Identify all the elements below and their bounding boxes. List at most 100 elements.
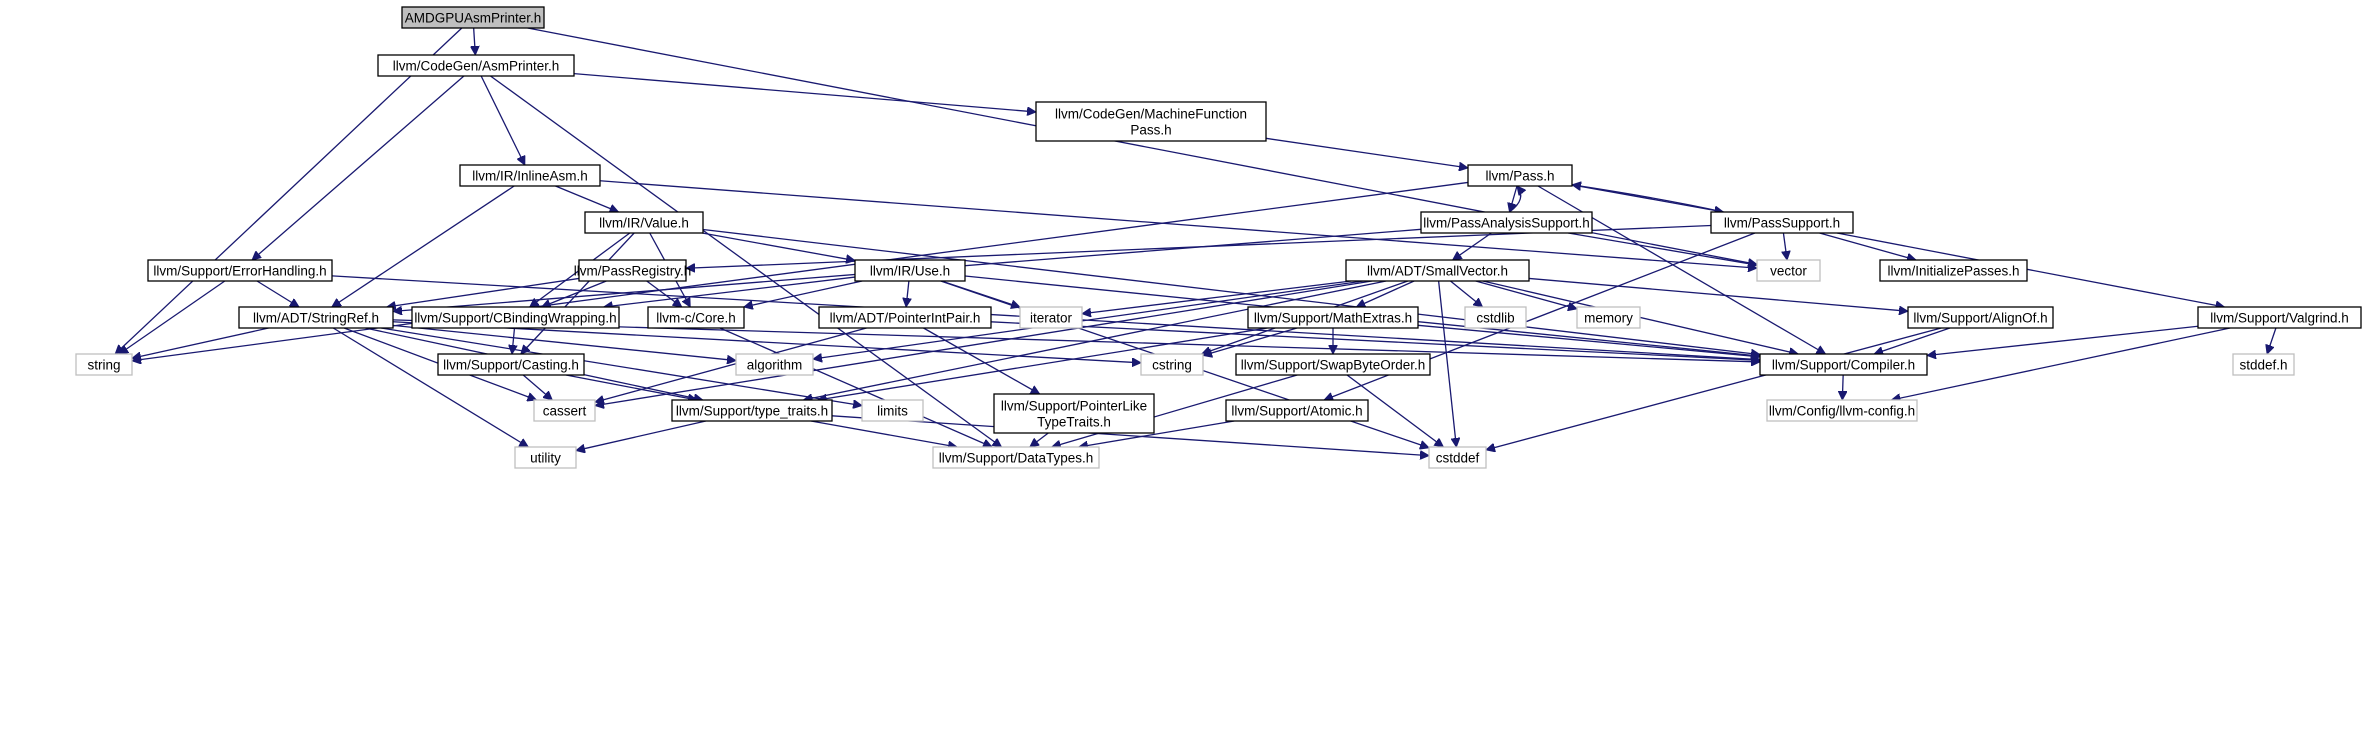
- node-typetraits-box: [671, 399, 833, 422]
- node-mfp-box: [1035, 101, 1267, 142]
- edge-swapbyteorder-to-cstddef: [1346, 374, 1443, 447]
- node-casting[interactable]: llvm/Support/Casting.h: [437, 353, 585, 376]
- node-valgrind[interactable]: llvm/Support/Valgrind.h: [2197, 306, 2362, 329]
- node-utility-box: [514, 446, 577, 469]
- node-use[interactable]: llvm/IR/Use.h: [854, 259, 966, 282]
- node-swapbyteorder[interactable]: llvm/Support/SwapByteOrder.h: [1235, 353, 1431, 376]
- node-cbinding[interactable]: llvm/Support/CBindingWrapping.h: [411, 306, 620, 329]
- edge-typetraits-to-datatypes: [810, 420, 957, 447]
- node-stringref-label: llvm/ADT/StringRef.h: [253, 311, 379, 326]
- node-value-label-line: llvm/IR/Value.h: [599, 216, 689, 231]
- edge-smallvector-to-memory: [1475, 280, 1577, 309]
- node-cstring: cstring: [1140, 353, 1204, 376]
- node-pass[interactable]: llvm/Pass.h: [1467, 164, 1573, 187]
- node-value-box: [584, 211, 704, 234]
- node-mfp-label: llvm/CodeGen/MachineFunction Pass.h: [1055, 107, 1247, 138]
- node-alignof[interactable]: llvm/Support/AlignOf.h: [1907, 306, 2054, 329]
- node-stringref[interactable]: llvm/ADT/StringRef.h: [238, 306, 394, 329]
- edge-smallvector-to-alignof: [1528, 277, 1908, 311]
- edge-mfp-to-pass: [1265, 137, 1468, 168]
- node-casting-label: llvm/Support/Casting.h: [443, 358, 579, 373]
- node-cstddef-label: cstddef: [1436, 451, 1480, 466]
- node-ccore[interactable]: llvm-c/Core.h: [647, 306, 745, 329]
- node-mfp-label-line: Pass.h: [1130, 123, 1171, 138]
- edge-inlineasm-to-vector: [599, 180, 1757, 268]
- edge-passsupport-to-valgrind: [1836, 232, 2225, 307]
- node-cassert-box: [533, 399, 596, 422]
- node-limits-label: limits: [877, 404, 908, 419]
- node-llvmconfig-label-line: llvm/Config/llvm-config.h: [1769, 404, 1915, 419]
- node-smallvector-box: [1345, 259, 1530, 282]
- node-cbinding-label-line: llvm/Support/CBindingWrapping.h: [414, 311, 616, 326]
- edge-smallvector-to-cstdlib: [1450, 280, 1482, 307]
- edge-pointerintpair-to-compiler: [990, 321, 1760, 361]
- edge-asmprinter-to-mfp: [573, 72, 1036, 112]
- node-asmprinter[interactable]: llvm/CodeGen/AsmPrinter.h: [377, 54, 575, 77]
- node-alignof-label: llvm/Support/AlignOf.h: [1913, 311, 2047, 326]
- edge-stringref-to-string: [132, 327, 269, 358]
- node-smallvector-label-line: llvm/ADT/SmallVector.h: [1367, 264, 1508, 279]
- node-pas[interactable]: llvm/PassAnalysisSupport.h: [1420, 211, 1593, 234]
- node-mathextras-label-line: llvm/Support/MathExtras.h: [1254, 311, 1412, 326]
- node-typetraits[interactable]: llvm/Support/type_traits.h: [671, 399, 833, 422]
- node-utility-label-line: utility: [530, 451, 561, 466]
- edge-asmprinter-to-errhandling: [252, 75, 465, 260]
- node-root[interactable]: AMDGPUAsmPrinter.h: [401, 6, 545, 29]
- node-errhandling[interactable]: llvm/Support/ErrorHandling.h: [147, 259, 333, 282]
- edge-asmprinter-to-inlineasm: [480, 75, 526, 165]
- node-vector-label-line: vector: [1770, 264, 1807, 279]
- node-inlineasm-label-line: llvm/IR/InlineAsm.h: [472, 169, 588, 184]
- node-mathextras[interactable]: llvm/Support/MathExtras.h: [1247, 306, 1419, 329]
- node-compiler-label: llvm/Support/Compiler.h: [1772, 358, 1915, 373]
- node-use-label: llvm/IR/Use.h: [870, 264, 950, 279]
- edge-root-to-string: [115, 27, 463, 354]
- node-initpasses-box: [1879, 259, 2028, 282]
- node-passsupport[interactable]: llvm/PassSupport.h: [1710, 211, 1854, 234]
- edges-layer: [115, 27, 2277, 456]
- edge-smallvector-to-cstddef: [1437, 280, 1457, 447]
- node-errhandling-label: llvm/Support/ErrorHandling.h: [153, 264, 326, 279]
- node-iterator-box: [1019, 306, 1083, 329]
- edge-alignof-to-compiler: [1874, 327, 1951, 354]
- node-atomic[interactable]: llvm/Support/Atomic.h: [1225, 399, 1369, 422]
- node-limits-box: [861, 399, 924, 422]
- node-utility: utility: [514, 446, 577, 469]
- node-typetraits-label: llvm/Support/type_traits.h: [676, 404, 828, 419]
- node-pass-label-line: llvm/Pass.h: [1485, 169, 1554, 184]
- node-pass-box: [1467, 164, 1573, 187]
- node-cstring-label-line: cstring: [1152, 358, 1192, 373]
- edge-stringref-to-algorithm: [392, 324, 736, 360]
- node-mfp[interactable]: llvm/CodeGen/MachineFunction Pass.h: [1035, 101, 1267, 142]
- node-ptrliketypetraits-label: llvm/Support/PointerLike TypeTraits.h: [1001, 399, 1147, 430]
- node-pas-label-line: llvm/PassAnalysisSupport.h: [1423, 216, 1590, 231]
- edge-smallvector-to-mathextras: [1356, 280, 1415, 307]
- node-inlineasm[interactable]: llvm/IR/InlineAsm.h: [459, 164, 601, 187]
- node-inlineasm-label: llvm/IR/InlineAsm.h: [472, 169, 588, 184]
- node-utility-label: utility: [530, 451, 561, 466]
- node-limits-label-line: limits: [877, 404, 908, 419]
- node-ptrliketypetraits[interactable]: llvm/Support/PointerLike TypeTraits.h: [993, 393, 1155, 434]
- node-memory-label: memory: [1584, 311, 1633, 326]
- node-valgrind-label: llvm/Support/Valgrind.h: [2210, 311, 2349, 326]
- node-asmprinter-box: [377, 54, 575, 77]
- node-ccore-box: [647, 306, 745, 329]
- node-value[interactable]: llvm/IR/Value.h: [584, 211, 704, 234]
- node-use-label-line: llvm/IR/Use.h: [870, 264, 950, 279]
- node-root-box: [401, 6, 545, 29]
- node-cstddef: cstddef: [1428, 446, 1487, 469]
- node-pointerintpair[interactable]: llvm/ADT/PointerIntPair.h: [818, 306, 992, 329]
- node-compiler[interactable]: llvm/Support/Compiler.h: [1759, 353, 1928, 376]
- node-valgrind-box: [2197, 306, 2362, 329]
- node-passregistry[interactable]: llvm/PassRegistry.h: [574, 259, 692, 282]
- node-cstdlib-label: cstdlib: [1476, 311, 1514, 326]
- edge-passregistry-to-stringref: [387, 277, 580, 307]
- node-passsupport-label: llvm/PassSupport.h: [1724, 216, 1840, 231]
- node-initpasses[interactable]: llvm/InitializePasses.h: [1879, 259, 2028, 282]
- node-smallvector[interactable]: llvm/ADT/SmallVector.h: [1345, 259, 1530, 282]
- edge-inlineasm-to-value: [555, 185, 618, 212]
- edge-stringref-to-compiler: [392, 319, 1760, 362]
- edge-typetraits-to-cstddef: [831, 415, 1429, 456]
- edge-root-to-asmprinter: [474, 27, 476, 55]
- node-datatypes-label: llvm/Support/DataTypes.h: [939, 451, 1094, 466]
